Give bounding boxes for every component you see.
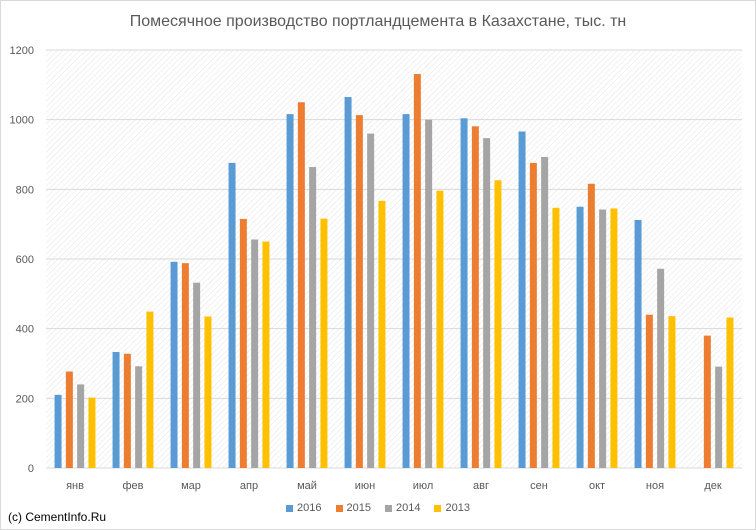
bar-2016-авг <box>460 118 468 469</box>
bar-2016-апр <box>228 162 236 469</box>
x-axis: янв фев мар апр май июн июл авг сен окт ноя дек <box>66 480 722 492</box>
x-tick-label: июн <box>355 480 375 492</box>
bar-2016-мар <box>170 261 178 468</box>
x-tick-label: апр <box>240 480 258 492</box>
y-axis: 0 200 400 600 800 1000 1200 <box>10 45 34 475</box>
bar-2014-май <box>309 167 317 469</box>
bar-2016-фев <box>112 352 120 468</box>
y-tick-label: 600 <box>16 254 34 266</box>
legend-label: 2015 <box>346 502 371 514</box>
legend-swatch <box>335 504 343 512</box>
bar-2015-авг <box>471 126 479 468</box>
x-tick-label: июл <box>413 480 434 492</box>
bar-2016-ноя <box>634 219 642 468</box>
bar-2014-авг <box>483 138 491 468</box>
bar-2013-авг <box>494 180 502 468</box>
bar-2015-сен <box>529 162 537 469</box>
bar-2014-июн <box>367 133 375 468</box>
bar-2016-июн <box>344 97 352 469</box>
x-tick-label: май <box>297 480 317 492</box>
bars <box>54 74 734 469</box>
y-tick-label: 1000 <box>10 115 34 127</box>
bar-2015-июн <box>355 115 363 468</box>
bar-2015-июл <box>413 74 421 468</box>
bar-2016-май <box>286 114 294 469</box>
x-tick-label: фев <box>122 480 143 492</box>
y-tick-label: 0 <box>28 463 34 475</box>
bar-2014-сен <box>541 156 549 468</box>
bar-2015-янв <box>65 371 73 468</box>
bar-2015-ноя <box>645 314 653 468</box>
bar-2016-июл <box>402 114 410 469</box>
chart-title: Помесячное производство портландцемента … <box>129 13 627 30</box>
bar-2013-фев <box>146 311 154 468</box>
x-tick-label: окт <box>589 480 605 492</box>
x-tick-label: авг <box>473 480 489 492</box>
bar-2016-окт <box>576 206 584 468</box>
chart-legend: 2016 2015 2014 2013 <box>0 502 756 514</box>
bar-2014-апр <box>251 239 259 468</box>
gridlines <box>46 49 742 469</box>
bar-2015-фев <box>123 353 131 468</box>
bar-2014-июл <box>425 119 433 469</box>
x-tick-label: янв <box>66 480 84 492</box>
bar-2016-янв <box>54 394 62 468</box>
bar-2013-май <box>320 218 328 468</box>
x-tick-label: ноя <box>646 480 664 492</box>
legend-item-2013: 2013 <box>434 502 470 514</box>
legend-item-2015: 2015 <box>335 502 371 514</box>
bar-2014-окт <box>599 209 607 468</box>
legend-label: 2014 <box>396 502 421 514</box>
legend-swatch <box>286 504 294 512</box>
bar-2013-дек <box>726 317 734 468</box>
bar-2013-сен <box>552 207 560 469</box>
bar-2015-дек <box>703 335 711 468</box>
y-tick-label: 400 <box>16 324 34 336</box>
bar-2013-апр <box>262 241 270 468</box>
copyright-text: (c) CementInfo.Ru <box>8 510 107 524</box>
bar-2015-окт <box>587 183 595 468</box>
bar-2014-янв <box>77 384 85 468</box>
y-tick-label: 800 <box>16 184 34 196</box>
bar-2016-сен <box>518 131 526 468</box>
bar-2015-мар <box>181 263 189 468</box>
bar-2013-янв <box>88 397 96 468</box>
bar-2013-мар <box>204 316 212 468</box>
legend-item-2014: 2014 <box>385 502 420 514</box>
y-tick-label: 1200 <box>10 45 34 57</box>
x-tick-label: дек <box>704 480 722 492</box>
bar-2014-мар <box>193 282 201 468</box>
bar-2013-июн <box>378 200 386 468</box>
bar-2013-ноя <box>668 316 676 468</box>
bar-2014-ноя <box>657 268 665 468</box>
x-tick-label: мар <box>181 480 201 492</box>
bar-2014-фев <box>135 366 143 468</box>
legend-label: 2013 <box>445 502 470 514</box>
y-tick-label: 200 <box>16 393 34 405</box>
bar-2013-окт <box>610 208 618 468</box>
x-tick-label: сен <box>530 480 548 492</box>
legend-swatch <box>385 504 392 512</box>
bar-2013-июл <box>436 190 444 468</box>
bar-2015-май <box>297 102 305 468</box>
legend-swatch <box>434 504 442 512</box>
legend-item-2016: 2016 <box>286 502 322 514</box>
bar-2014-дек <box>715 366 723 468</box>
legend-label: 2016 <box>297 502 322 514</box>
bar-2015-апр <box>239 218 247 468</box>
